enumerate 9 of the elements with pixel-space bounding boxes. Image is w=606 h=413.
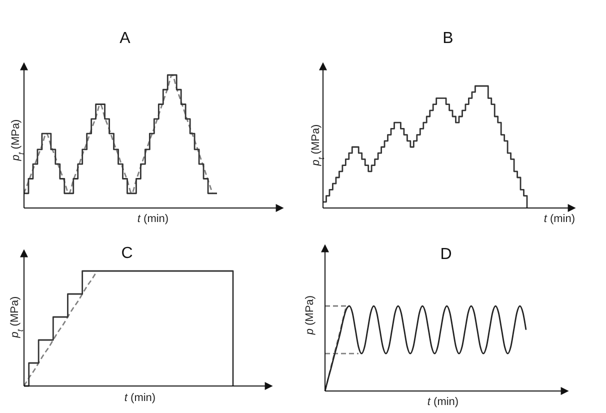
x-axis-title: t (min) <box>137 213 169 225</box>
x-axis-title: t (min) <box>427 396 459 408</box>
y-axis-title: p (MPa) <box>304 295 316 336</box>
chart-title: D <box>440 246 452 263</box>
chart-title: B <box>442 30 454 47</box>
chart-title: A <box>120 30 131 47</box>
x-axis-title: t (min) <box>124 392 156 404</box>
x-axis-title: t (min) <box>544 213 575 225</box>
chart-title: C <box>121 245 133 262</box>
